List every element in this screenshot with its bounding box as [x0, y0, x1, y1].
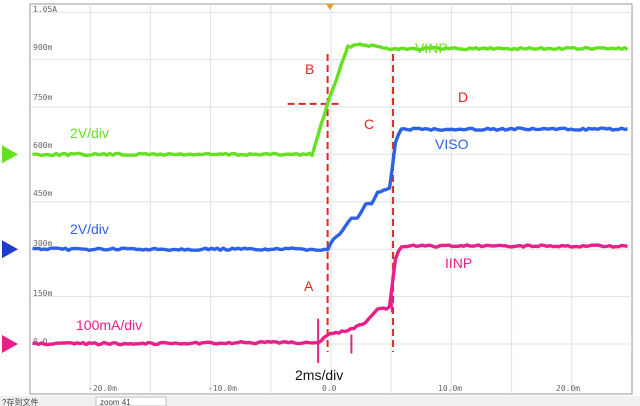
status-text: ?存到文件	[2, 397, 38, 406]
y-tick-label: 150m	[33, 289, 52, 298]
zoom-box[interactable]	[95, 396, 167, 406]
y-tick-label: 450m	[33, 189, 52, 198]
y-tick-label: 750m	[33, 93, 52, 102]
scale-viso: 2V/div	[70, 221, 109, 237]
y-axis: 1.05A 900m 750m 600m 450m 300m 150m 0.0	[33, 5, 57, 346]
channel-ground-marker[interactable]	[2, 240, 18, 259]
series-iinp	[32, 243, 628, 347]
x-tick-label: -20.0m	[88, 384, 117, 393]
status-bar: ?存到文件 zoom 41	[0, 396, 640, 406]
channel-ground-marker[interactable]	[2, 335, 18, 353]
point-d-label: D	[458, 89, 468, 105]
y-tick-label: 0.0	[33, 337, 48, 346]
point-b-label: B	[305, 61, 314, 77]
x-tick-label: 0.0	[322, 384, 337, 393]
series-viso	[32, 126, 628, 252]
scale-vinp: 2V/div	[70, 125, 109, 141]
x-tick-label: 20.0m	[556, 384, 580, 393]
zoom-box-label: zoom 41	[100, 398, 131, 406]
label-viso: VISO	[435, 136, 469, 152]
y-tick-label: 900m	[33, 43, 52, 52]
waveforms	[32, 42, 629, 363]
x-tick-label: 10.0m	[438, 384, 462, 393]
label-vinp: VINP	[415, 40, 448, 56]
scale-iinp: 100mA/div	[76, 317, 142, 333]
channel-markers	[2, 145, 18, 353]
channel-ground-marker[interactable]	[2, 145, 18, 164]
trigger-marker	[326, 4, 334, 10]
series-vinp	[32, 42, 629, 158]
y-tick-label: 300m	[33, 239, 52, 248]
x-axis: -20.0m -10.0m 0.0 10.0m 20.0m	[88, 384, 580, 393]
time-div-label: 2ms/div	[295, 367, 343, 383]
x-tick-label: -10.0m	[208, 384, 237, 393]
y-tick-label: 1.05A	[33, 5, 57, 14]
point-c-label: C	[364, 116, 374, 132]
y-tick-label: 600m	[33, 141, 52, 150]
label-iinp: IINP	[445, 255, 472, 271]
point-a-label: A	[304, 278, 314, 294]
